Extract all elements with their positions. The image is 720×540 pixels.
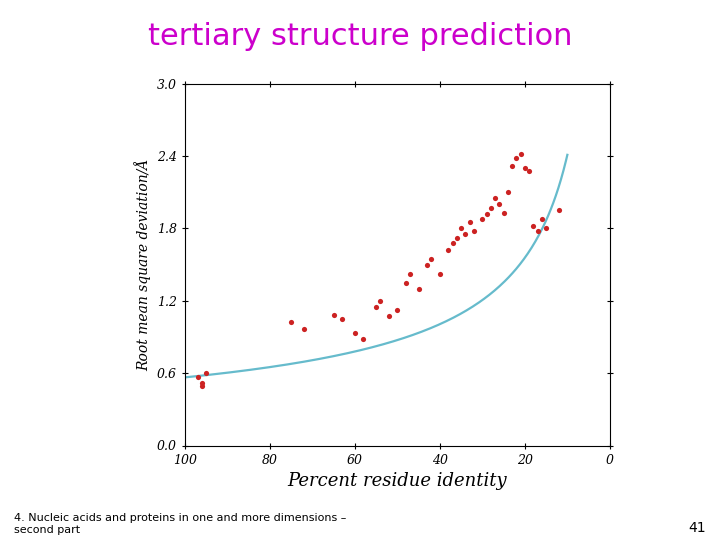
Point <box>328 311 340 320</box>
Point <box>358 335 369 343</box>
Point <box>197 379 208 387</box>
Point <box>532 226 544 235</box>
Point <box>490 194 501 202</box>
Point <box>298 324 310 333</box>
Point <box>510 154 522 163</box>
Point <box>192 373 204 381</box>
Point <box>464 218 475 227</box>
Point <box>455 224 467 233</box>
Point <box>434 270 446 279</box>
Point <box>498 208 510 217</box>
Point <box>494 200 505 208</box>
Point <box>468 226 480 235</box>
Point <box>349 329 361 338</box>
Point <box>485 204 497 212</box>
Point <box>515 150 526 158</box>
Point <box>477 214 488 223</box>
Y-axis label: Root mean square deviation/Å: Root mean square deviation/Å <box>134 158 151 371</box>
Point <box>200 369 212 377</box>
Point <box>443 246 454 254</box>
Point <box>400 279 412 287</box>
Point <box>421 260 433 269</box>
Point <box>383 312 395 321</box>
Point <box>285 318 297 327</box>
X-axis label: Percent residue identity: Percent residue identity <box>287 472 508 490</box>
Point <box>426 254 437 263</box>
Point <box>506 161 518 170</box>
Point <box>519 164 531 172</box>
Point <box>451 234 463 242</box>
Point <box>553 206 564 215</box>
Text: 41: 41 <box>688 521 706 535</box>
Point <box>536 214 548 223</box>
Point <box>374 296 386 305</box>
Point <box>392 306 403 315</box>
Point <box>459 230 471 239</box>
Point <box>413 285 424 293</box>
Point <box>447 239 459 247</box>
Text: tertiary structure prediction: tertiary structure prediction <box>148 22 572 51</box>
Point <box>197 382 208 391</box>
Point <box>481 210 492 218</box>
Point <box>336 314 348 323</box>
Point <box>528 222 539 231</box>
Point <box>370 302 382 311</box>
Point <box>502 188 513 197</box>
Point <box>523 166 535 175</box>
Point <box>540 224 552 233</box>
Text: 4. Nucleic acids and proteins in one and more dimensions –
second part: 4. Nucleic acids and proteins in one and… <box>14 513 347 535</box>
Point <box>405 270 416 279</box>
